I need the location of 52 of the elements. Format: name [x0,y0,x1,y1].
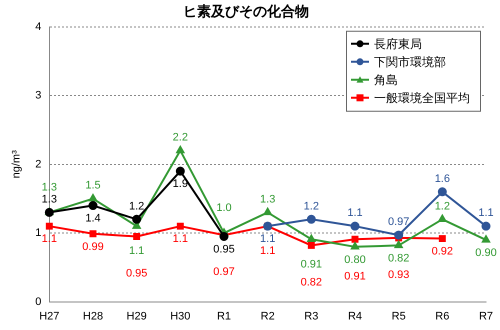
data-label: 1.2 [129,200,144,212]
chart-title: ヒ素及びその化合物 [183,4,309,20]
data-label: 1.1 [347,207,363,220]
x-tick-label: R7 [478,310,494,322]
x-tick-label: R6 [435,310,450,322]
data-label: 0.95 [213,244,235,256]
x-tick-label: R4 [348,310,362,322]
x-tick-label: R5 [392,310,406,322]
data-label: 1.1 [478,207,494,220]
data-label: 0.80 [344,254,366,266]
legend-label: 角島 [374,72,398,87]
data-label: 1.1 [260,233,276,246]
x-tick-label: R2 [260,310,275,322]
x-tick-label: H28 [82,310,104,322]
data-label: 1.1 [260,245,276,258]
data-label: 0.91 [300,258,322,270]
data-label: 1.2 [434,200,450,212]
data-label: 2.2 [172,132,188,144]
data-label: 1.1 [129,245,144,258]
x-tick-label: H29 [126,310,147,322]
data-label: 1.3 [260,193,276,206]
data-label: 0.99 [82,240,104,253]
data-label: 1.4 [85,212,101,225]
data-label: 1.3 [42,193,57,206]
data-label: 0.82 [388,252,410,264]
data-label: 0.95 [126,268,148,280]
x-tick-label: H30 [170,310,190,322]
data-label: 0.82 [300,276,322,288]
x-tick-label: R3 [304,310,318,322]
data-label: 1.1 [172,233,188,246]
legend-label: 長府東局 [374,36,422,51]
y-tick-label: 1 [35,227,42,240]
data-label: 0.92 [432,246,454,258]
y-tick-label: 3 [35,90,42,102]
y-axis-title: ng/m³ [10,150,23,178]
data-label: 0.90 [475,246,497,259]
data-label: 1.6 [434,172,450,185]
data-label: 1.5 [85,180,101,192]
data-label: 0.93 [388,268,410,281]
data-label: 0.91 [344,270,366,282]
data-label: 1.2 [304,200,319,212]
data-label: 1.1 [42,233,57,246]
legend-label: 一般環境全国平均 [374,90,470,105]
data-label: 0.97 [388,216,410,228]
x-tick-label: R1 [216,310,232,322]
data-label: 1.0 [216,202,232,214]
y-tick-label: 2 [35,158,42,170]
legend-label: 下関市環境部 [374,54,446,69]
data-label: 0.97 [213,266,235,278]
y-tick-label: 0 [35,296,42,308]
y-tick-label: 4 [35,20,42,33]
x-tick-label: H27 [39,310,60,322]
